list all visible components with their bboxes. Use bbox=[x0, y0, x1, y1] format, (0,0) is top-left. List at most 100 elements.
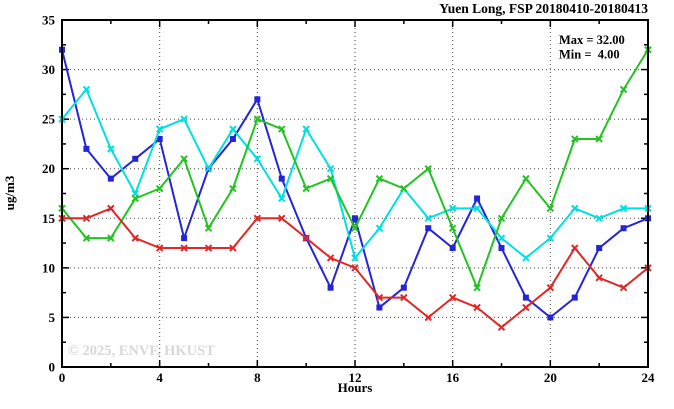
series-green-marker bbox=[375, 174, 384, 183]
series-red-marker bbox=[180, 244, 188, 252]
series-red-marker bbox=[107, 204, 115, 213]
series-cyan-marker bbox=[180, 115, 188, 123]
series-cyan-marker bbox=[82, 85, 91, 94]
series-cyan-marker bbox=[375, 224, 384, 232]
series-blue-marker bbox=[254, 96, 261, 103]
series-cyan-marker bbox=[204, 165, 213, 173]
series-cyan bbox=[58, 85, 652, 262]
series-green-marker bbox=[253, 115, 262, 123]
x-tick-label: 12 bbox=[349, 370, 362, 385]
series-blue-marker bbox=[83, 145, 90, 152]
watermark: © 2025, ENVF, HKUST bbox=[68, 343, 215, 359]
series-green-marker bbox=[448, 224, 457, 232]
series-green-marker bbox=[155, 184, 164, 193]
series-red-marker bbox=[497, 323, 506, 332]
y-tick-label: 15 bbox=[42, 211, 56, 226]
y-tick-label: 25 bbox=[42, 112, 56, 127]
series-blue-marker bbox=[449, 245, 456, 252]
series-green-marker bbox=[131, 194, 139, 203]
series-green-marker bbox=[522, 174, 530, 183]
series-blue-marker bbox=[132, 155, 139, 162]
series-cyan-marker bbox=[107, 145, 115, 153]
series-red-marker bbox=[302, 234, 310, 242]
series-blue-marker bbox=[156, 135, 163, 142]
series-green-marker bbox=[82, 234, 91, 242]
series-red-marker bbox=[229, 244, 237, 252]
series-red-marker bbox=[595, 274, 603, 282]
series-cyan-marker bbox=[546, 234, 555, 242]
series-green bbox=[58, 46, 652, 292]
series-cyan-marker bbox=[302, 125, 310, 133]
series-cyan-marker bbox=[326, 165, 335, 173]
legend-min: Min = 4.00 bbox=[559, 48, 620, 62]
y-tick-label: 20 bbox=[42, 161, 55, 176]
plot-border bbox=[61, 19, 649, 368]
x-tick-label: 20 bbox=[544, 370, 557, 385]
series-green-marker bbox=[229, 184, 237, 193]
series-blue-marker bbox=[352, 215, 358, 222]
legend-max: Max = 32.00 bbox=[559, 33, 625, 47]
series-blue-marker bbox=[181, 235, 188, 242]
series-red-marker bbox=[326, 254, 335, 262]
x-axis-label: Hours bbox=[338, 380, 373, 395]
series-blue-marker bbox=[474, 195, 481, 202]
series-green-marker bbox=[424, 165, 432, 173]
series-red-marker bbox=[253, 214, 262, 222]
series-cyan-marker bbox=[253, 155, 262, 163]
series-red-marker bbox=[82, 214, 91, 222]
series-red-marker bbox=[448, 293, 457, 302]
series-green-marker bbox=[107, 234, 115, 242]
series-blue-marker bbox=[327, 284, 334, 291]
series-blue-marker bbox=[107, 175, 114, 182]
series-green-marker bbox=[619, 85, 628, 94]
series-cyan-marker bbox=[522, 254, 530, 262]
y-tick-label: 35 bbox=[42, 13, 56, 28]
series-cyan-marker bbox=[473, 204, 481, 213]
series-green-marker bbox=[351, 224, 359, 232]
series-green-marker bbox=[571, 135, 579, 143]
series-green-marker bbox=[302, 184, 310, 193]
series-blue-marker bbox=[498, 245, 505, 252]
series-blue-marker bbox=[400, 284, 407, 291]
chart-title: Yuen Long, FSP 20180410-20180413 bbox=[439, 1, 648, 16]
series-cyan-marker bbox=[448, 204, 457, 213]
y-tick-label: 30 bbox=[42, 62, 55, 77]
series-blue-marker bbox=[278, 175, 285, 182]
series-green-marker bbox=[497, 214, 506, 222]
y-axis-label: ug/m3 bbox=[2, 175, 17, 210]
y-tick-label: 10 bbox=[42, 260, 55, 275]
series-cyan-marker bbox=[278, 194, 286, 203]
data-series bbox=[58, 46, 652, 332]
series-green-marker bbox=[204, 224, 213, 232]
series-green-marker bbox=[400, 184, 408, 193]
series-cyan-marker bbox=[424, 214, 432, 222]
series-red-marker bbox=[473, 303, 481, 312]
series-blue-marker bbox=[376, 304, 383, 311]
series-green-marker bbox=[326, 174, 335, 183]
series-red-marker bbox=[155, 244, 164, 252]
series-green-marker bbox=[595, 135, 603, 143]
x-tick-label: 4 bbox=[156, 370, 163, 385]
series-green-marker bbox=[546, 204, 555, 213]
y-tick-label: 0 bbox=[49, 360, 56, 375]
series-cyan-marker bbox=[595, 214, 603, 222]
series-red-marker bbox=[546, 283, 555, 292]
series-blue-marker bbox=[620, 225, 627, 232]
series-red-marker bbox=[424, 313, 432, 322]
series-cyan-marker bbox=[155, 125, 164, 133]
series-blue-marker bbox=[547, 314, 554, 321]
series-cyan-marker bbox=[229, 125, 237, 133]
series-red-marker bbox=[204, 244, 213, 252]
series-red-marker bbox=[400, 293, 408, 302]
series-blue-marker bbox=[596, 245, 603, 252]
series-blue-marker bbox=[571, 294, 578, 301]
series-cyan-marker bbox=[351, 254, 359, 262]
series-red-marker bbox=[522, 303, 530, 312]
series-green-marker bbox=[473, 283, 481, 292]
series-cyan-marker bbox=[571, 204, 579, 213]
series-blue-marker bbox=[522, 294, 529, 301]
series-red-marker bbox=[131, 234, 139, 242]
y-tick-label: 5 bbox=[49, 310, 56, 325]
